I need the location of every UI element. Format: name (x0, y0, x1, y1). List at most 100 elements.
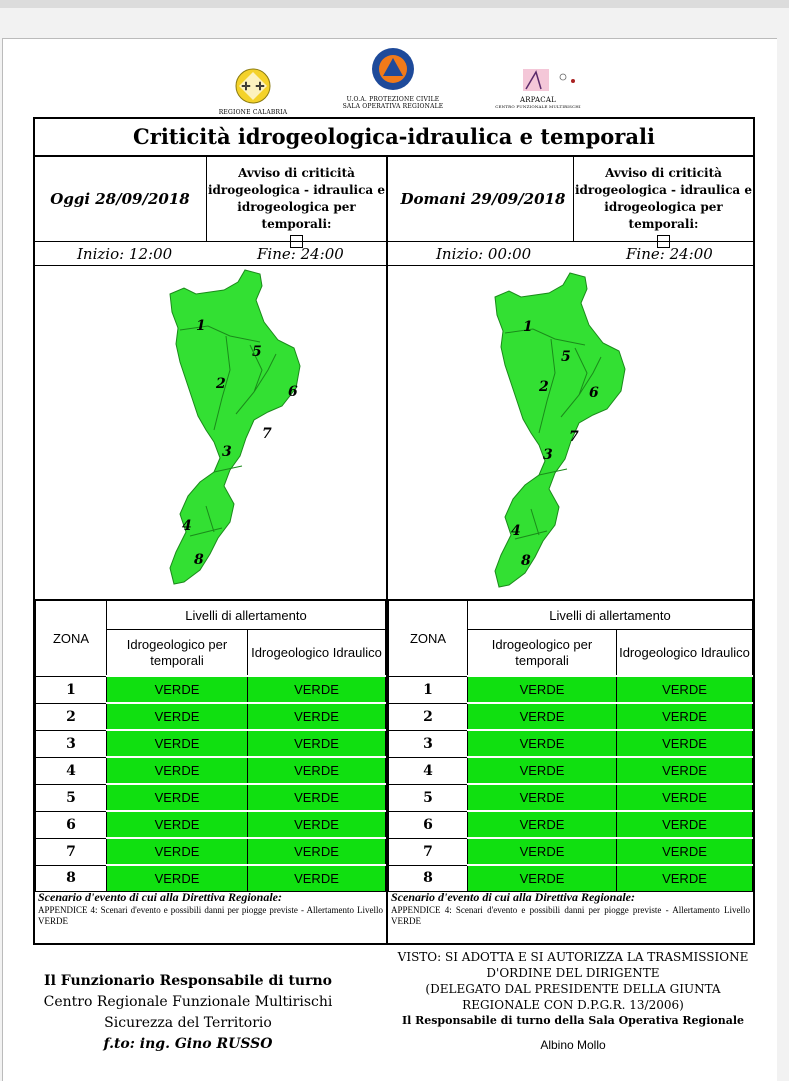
zone-number: 1 (35, 675, 107, 704)
visto-line3: (DELEGATO DAL PRESIDENTE DELLA GIUNTA (425, 982, 721, 996)
protezione-line1: U.O.A. PROTEZIONE CIVILE (346, 96, 440, 103)
level-cell: VERDE (467, 783, 617, 812)
livelli-header: Livelli di allertamento (106, 600, 386, 630)
today-avviso-text: Avviso di criticità idrogeologica - idra… (207, 166, 386, 231)
zone-number: 6 (388, 810, 468, 839)
table-row: 1 VERDE VERDE (388, 675, 753, 704)
today-levels-table: ZONA Livelli di allertamento Idrogeologi… (35, 600, 386, 892)
footer-funzionario: Il Funzionario Responsabile di turno Cen… (43, 971, 333, 1055)
scenario-title: Scenario d'evento di cui alla Direttiva … (391, 890, 635, 904)
zone-number: 8 (35, 864, 107, 892)
level-cell: VERDE (247, 783, 386, 812)
col-temporali-header: Idrogeologico per temporali (106, 629, 248, 677)
level-cell: VERDE (247, 864, 386, 892)
table-row: 3 VERDE VERDE (388, 729, 753, 758)
level-cell: VERDE (616, 837, 753, 866)
bulletin-frame: Criticità idrogeologica-idraulica e temp… (33, 117, 755, 945)
level-cell: VERDE (247, 810, 386, 839)
zone-number: 2 (35, 702, 107, 731)
today-map: 1 2 3 4 5 6 7 8 (35, 267, 386, 600)
map-zone-6: 6 (288, 384, 298, 400)
svg-text:✛: ✛ (241, 80, 250, 93)
tomorrow-date: Domani 29/09/2018 (400, 190, 566, 208)
level-cell: VERDE (467, 837, 617, 866)
regione-label: REGIONE CALABRIA (218, 109, 288, 116)
map-zone-1: 1 (523, 319, 533, 335)
level-cell: VERDE (247, 756, 386, 785)
zona-header: ZONA (388, 600, 468, 677)
level-cell: VERDE (467, 756, 617, 785)
zone-number: 3 (388, 729, 468, 758)
funzionario-centro: Centro Regionale Funzionale Multirischi (43, 994, 333, 1010)
arpacal-icon (523, 69, 575, 91)
tomorrow-avviso-text: Avviso di criticità idrogeologica - idra… (574, 166, 753, 231)
level-cell: VERDE (106, 783, 248, 812)
table-row: 4 VERDE VERDE (388, 756, 753, 785)
footer-visto: VISTO: SI ADOTTA E SI AUTORIZZA LA TRASM… (383, 949, 763, 1053)
zone-number: 3 (35, 729, 107, 758)
tomorrow-inizio: Inizio: 00:00 (436, 245, 532, 263)
table-row: 2 VERDE VERDE (35, 702, 386, 731)
calabria-map-today: 1 2 3 4 5 6 7 8 (169, 269, 301, 585)
table-row: 5 VERDE VERDE (388, 783, 753, 812)
zone-number: 1 (388, 675, 468, 704)
tomorrow-avviso: Avviso di criticità idrogeologica - idra… (573, 157, 753, 248)
map-zone-7: 7 (569, 429, 579, 445)
level-cell: VERDE (106, 675, 248, 704)
table-row: 8 VERDE VERDE (35, 864, 386, 892)
tomorrow-panel: Domani 29/09/2018 Avviso di criticità id… (388, 157, 753, 943)
level-cell: VERDE (467, 810, 617, 839)
level-cell: VERDE (247, 702, 386, 731)
table-row: 4 VERDE VERDE (35, 756, 386, 785)
map-zone-2: 2 (538, 379, 549, 395)
map-zone-4: 4 (182, 518, 192, 534)
zone-number: 5 (35, 783, 107, 812)
funzionario-signature: f.to: ing. Gino RUSSO (103, 1036, 273, 1052)
today-scenario: Scenario d'evento di cui alla Direttiva … (38, 890, 383, 927)
today-avviso: Avviso di criticità idrogeologica - idra… (206, 157, 386, 248)
level-cell: VERDE (467, 729, 617, 758)
level-cell: VERDE (616, 729, 753, 758)
visto-line2: D'ORDINE DEL DIRIGENTE (486, 966, 660, 980)
level-cell: VERDE (247, 675, 386, 704)
calabria-map-tomorrow: 1 2 3 4 5 6 7 8 (494, 272, 626, 588)
visto-signer: Albino Mollo (540, 1038, 606, 1052)
map-zone-3: 3 (222, 444, 232, 460)
level-cell: VERDE (106, 810, 248, 839)
page-title: Criticità idrogeologica-idraulica e temp… (35, 119, 753, 157)
map-zone-5: 5 (252, 344, 262, 360)
level-cell: VERDE (106, 837, 248, 866)
today-panel: Oggi 28/09/2018 Avviso di criticità idro… (35, 157, 388, 943)
level-cell: VERDE (616, 810, 753, 839)
today-date: Oggi 28/09/2018 (50, 190, 190, 208)
level-cell: VERDE (106, 756, 248, 785)
tomorrow-scenario: Scenario d'evento di cui alla Direttiva … (391, 890, 750, 927)
level-cell: VERDE (616, 864, 753, 892)
level-cell: VERDE (247, 837, 386, 866)
tomorrow-avviso-checkbox (657, 235, 670, 248)
zone-number: 4 (388, 756, 468, 785)
today-avviso-checkbox (290, 235, 303, 248)
table-row: 1 VERDE VERDE (35, 675, 386, 704)
arpacal-sub: CENTRO FUNZIONALE MULTIRISCHI (495, 104, 581, 109)
map-zone-7: 7 (262, 426, 272, 442)
map-zone-6: 6 (589, 385, 599, 401)
level-cell: VERDE (467, 864, 617, 892)
arpacal-logo: ARPACAL CENTRO FUNZIONALE MULTIRISCHI (478, 69, 598, 109)
table-row: 5 VERDE VERDE (35, 783, 386, 812)
table-row: 7 VERDE VERDE (35, 837, 386, 866)
top-bar (0, 0, 789, 8)
funzionario-sicurezza: Sicurezza del Territorio (104, 1015, 272, 1031)
level-cell: VERDE (106, 864, 248, 892)
map-zone-8: 8 (521, 553, 531, 569)
level-cell: VERDE (616, 675, 753, 704)
tomorrow-fine: Fine: 24:00 (626, 245, 713, 263)
level-cell: VERDE (247, 729, 386, 758)
visto-line4: REGIONALE CON D.P.G.R. 13/2006) (462, 998, 684, 1012)
zone-number: 5 (388, 783, 468, 812)
col-temporali-header: Idrogeologico per temporali (467, 629, 617, 677)
table-row: 8 VERDE VERDE (388, 864, 753, 892)
table-row: 6 VERDE VERDE (388, 810, 753, 839)
table-row: 2 VERDE VERDE (388, 702, 753, 731)
logos-row: ✛ ✛ REGIONE CALABRIA U.O.A. PROTEZIONE C… (3, 44, 777, 119)
